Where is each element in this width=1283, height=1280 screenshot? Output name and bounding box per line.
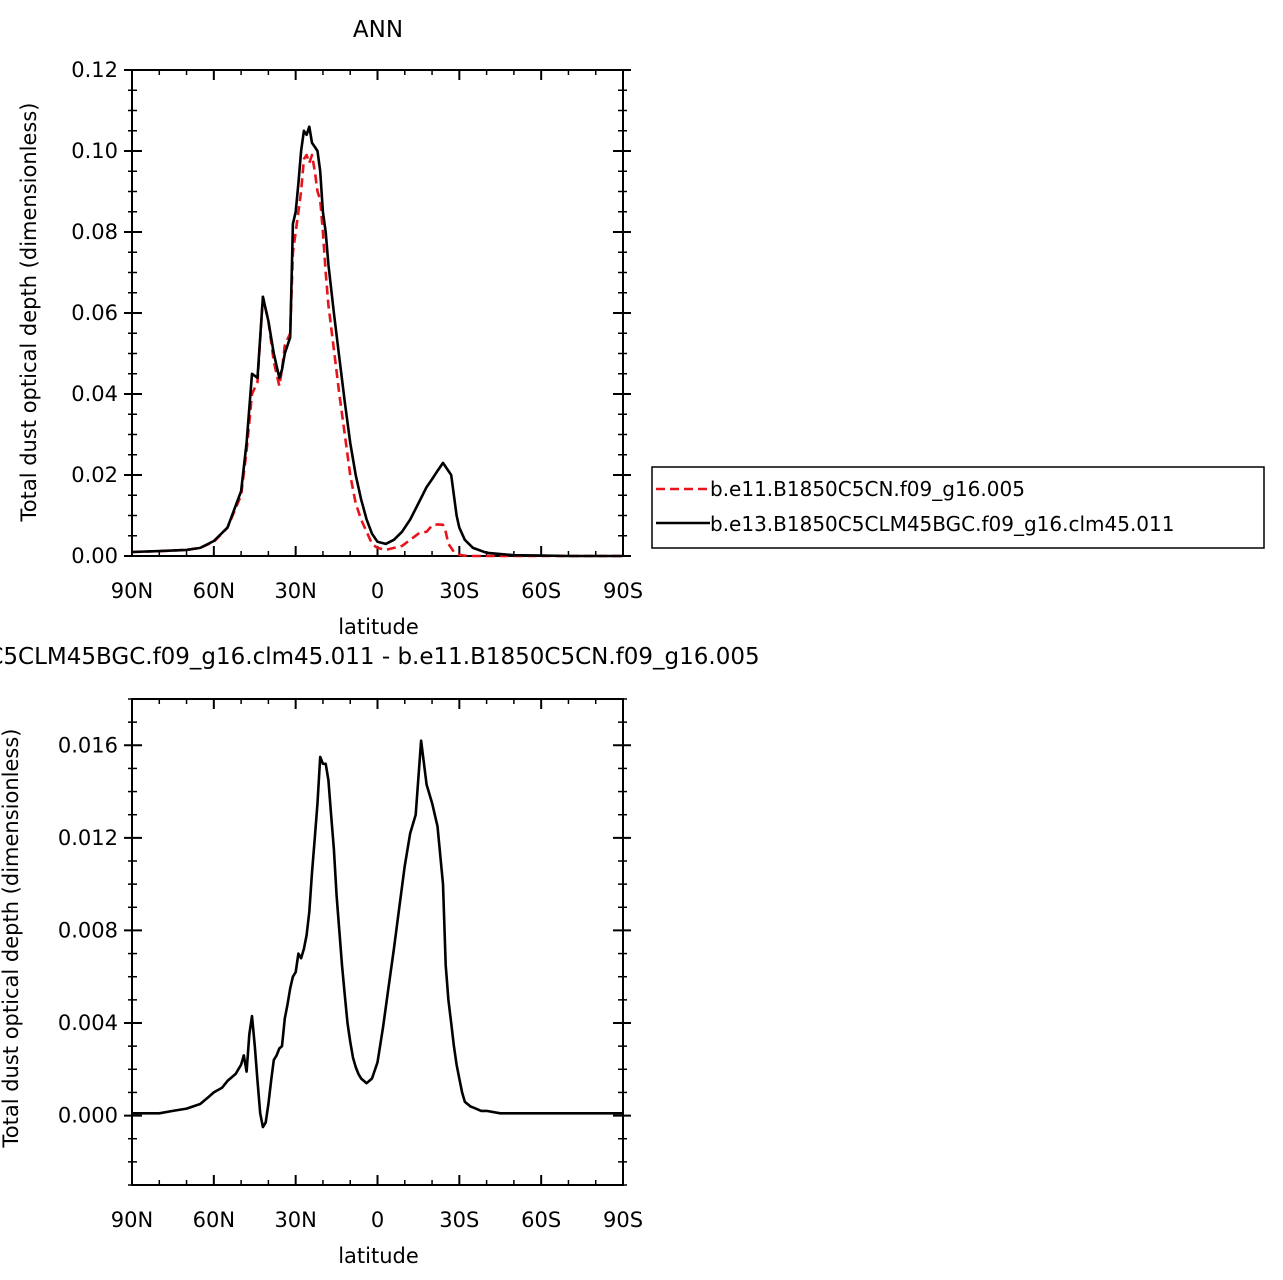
chart-2-x-tick-label: 60N [193,1208,235,1232]
chart-2-x-tick-label: 0 [371,1208,384,1232]
chart-1-x-tick-label: 60S [521,579,561,603]
chart-2-y-tick-label: 0.004 [58,1011,118,1035]
chart-2-title: b.e13.B1850C5CLM45BGC.f09_g16.clm45.011 … [0,644,760,670]
legend-box [651,466,1265,549]
chart-1-x-tick-label: 90N [111,579,153,603]
chart-2-y-tick-label: 0.016 [58,733,118,757]
chart-1-x-tick-label: 90S [603,579,643,603]
chart-2-x-tick-label: 90S [603,1208,643,1232]
chart-1-x-tick-label: 30S [439,579,479,603]
chart-1-x-axis-label: latitude [338,615,419,639]
chart-1-series-2-line [131,125,623,558]
chart-1-y-axis-label: Total dust optical depth (dimensionless) [17,103,41,523]
chart-2-y-tick-label: 0.008 [58,918,118,942]
chart-1-y-tick-label: 0.08 [71,220,118,244]
chart-1-x-tick-label: 30N [274,579,316,603]
chart-2-x-axis-label: latitude [338,1244,419,1268]
chart-2-x-tick-label: 90N [111,1208,153,1232]
chart-1-y-tick-label: 0.04 [71,382,118,406]
chart-1-title: ANN [353,17,403,43]
chart-1-plot-frame [131,69,624,557]
chart-2-y-axis-label: Total dust optical depth (dimensionless) [0,729,23,1149]
chart-1-y-tick-label: 0.10 [71,139,118,163]
chart-1-y-tick-label: 0.12 [71,58,118,82]
chart-2-x-tick-label: 60S [521,1208,561,1232]
chart-2-y-tick-label: 0.012 [58,826,118,850]
legend: b.e11.B1850C5CN.f09_g16.005 b.e13.B1850C… [651,466,1265,549]
chart-1-y-tick-label: 0.02 [71,463,118,487]
chart-1-y-tick-label: 0.00 [71,544,118,568]
chart-2-series-1-line [132,739,623,1129]
legend-label-series-1: b.e11.B1850C5CN.f09_g16.005 [710,477,1025,501]
chart-1-series-1-line [131,153,623,558]
chart-1-y-tick-label: 0.06 [71,301,118,325]
chart-1-x-tick-label: 60N [193,579,235,603]
chart-1-x-tick-label: 0 [371,579,384,603]
legend-label-series-2: b.e13.B1850C5CLM45BGC.f09_g16.clm45.011 [710,512,1174,536]
chart-2-x-tick-label: 30S [439,1208,479,1232]
chart-2-y-tick-label: 0.000 [58,1104,118,1128]
chart-2-x-tick-label: 30N [274,1208,316,1232]
